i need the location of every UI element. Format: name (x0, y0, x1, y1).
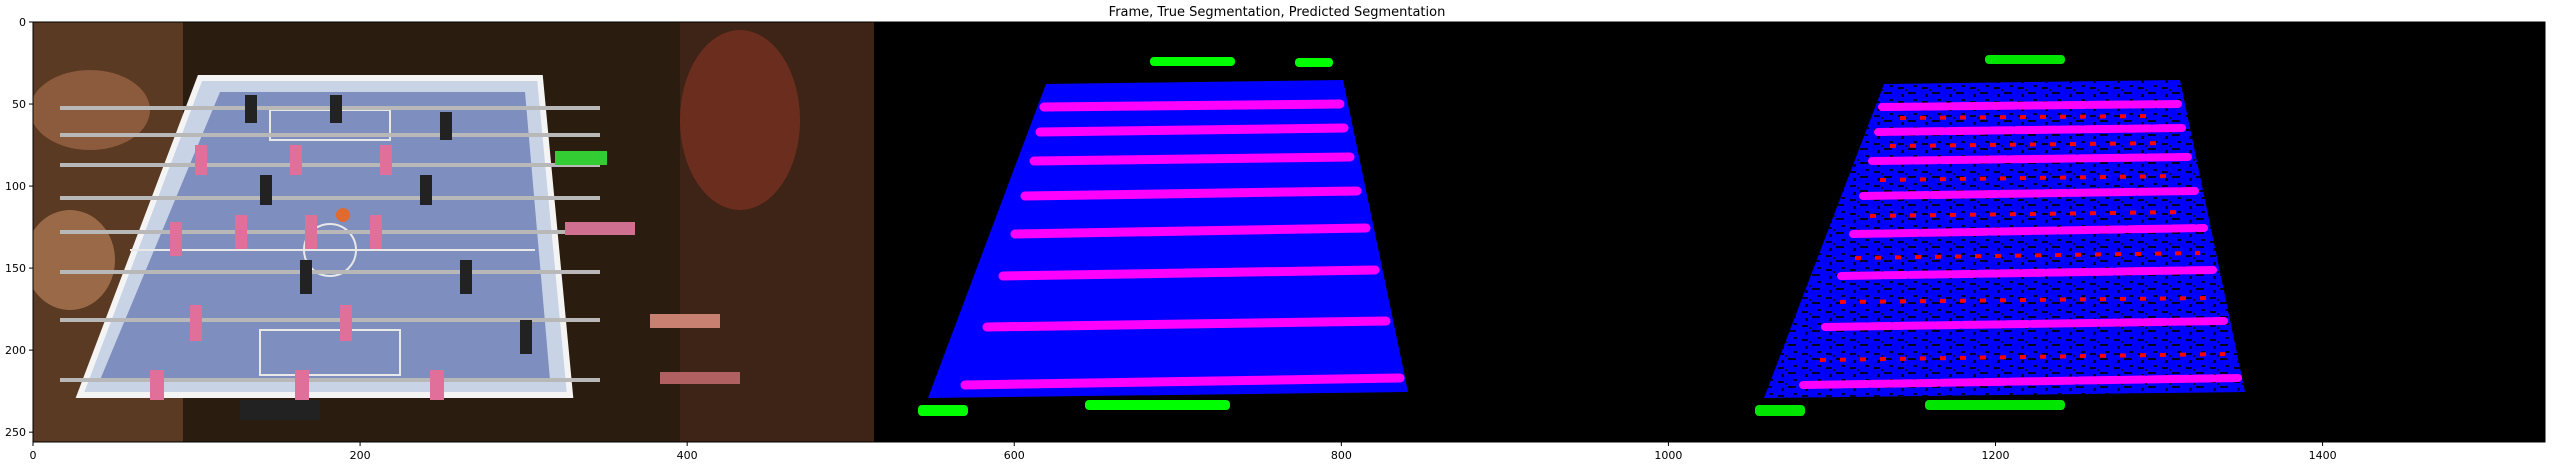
true-handle-masks (918, 57, 1333, 416)
x-tick-label: 600 (1004, 449, 1025, 462)
x-tick-label: 400 (677, 449, 698, 462)
x-tick-label: 1200 (1982, 449, 2010, 462)
y-tick-label: 150 (5, 262, 26, 275)
y-tick-label: 50 (12, 98, 26, 111)
y-tick-label: 0 (19, 16, 26, 29)
x-tick-label: 0 (30, 449, 37, 462)
predicted-handle-masks (1755, 55, 2065, 416)
predicted-rod-masks (1799, 100, 2242, 389)
x-tick-label: 1400 (2309, 449, 2337, 462)
frame-panel (33, 22, 874, 442)
frame-players (150, 145, 444, 400)
y-tick-label: 200 (5, 344, 26, 357)
x-tick-label: 800 (1331, 449, 1352, 462)
figure-title: Frame, True Segmentation, Predicted Segm… (1109, 5, 1446, 20)
x-tick-label: 200 (350, 449, 371, 462)
y-axis-ticks: 0 50 100 150 200 250 (5, 16, 33, 439)
predicted-segmentation-panel (1710, 22, 2545, 442)
predicted-error-marks (1819, 114, 2226, 362)
y-tick-label: 100 (5, 180, 26, 193)
y-tick-label: 250 (5, 426, 26, 439)
x-tick-label: 1000 (1654, 449, 1682, 462)
true-rod-masks (960, 99, 1405, 390)
x-axis-ticks: 0 200 400 600 800 1000 1200 1400 (30, 442, 2337, 462)
true-segmentation-panel (874, 22, 1710, 442)
